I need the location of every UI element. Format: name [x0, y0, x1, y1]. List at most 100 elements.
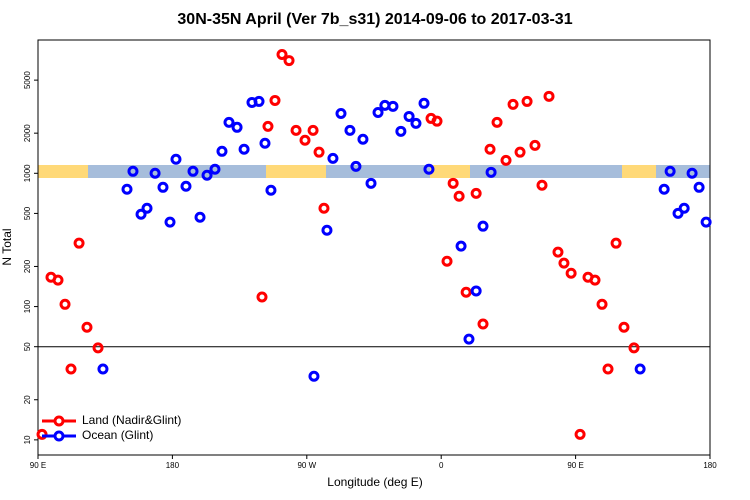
point: [477, 220, 489, 232]
land-strip: [266, 165, 326, 178]
x-axis-label: Longitude (deg E): [327, 475, 422, 489]
point: [470, 187, 482, 199]
point: [470, 285, 482, 297]
y-tick-label: 1000: [23, 164, 32, 182]
point: [447, 177, 459, 189]
point: [686, 167, 698, 179]
point: [552, 246, 564, 258]
point: [463, 333, 475, 345]
point: [313, 146, 325, 158]
land-strip: [622, 165, 656, 178]
y-axis-label: N Total: [0, 228, 14, 265]
y-tick-label: 5000: [23, 71, 32, 89]
point: [265, 184, 277, 196]
point: [453, 190, 465, 202]
point: [149, 167, 161, 179]
land-strip: [38, 165, 88, 178]
point: [558, 257, 570, 269]
point: [65, 363, 77, 375]
x-tick-label: 0: [439, 461, 444, 470]
point: [318, 202, 330, 214]
ocean-strip: [88, 165, 266, 178]
point: [253, 95, 265, 107]
point: [164, 216, 176, 228]
point: [410, 117, 422, 129]
ocean-strip: [326, 165, 430, 178]
ocean-strip: [470, 165, 622, 178]
point: [672, 207, 684, 219]
legend-label: Land (Nadir&Glint): [82, 413, 181, 427]
point: [423, 163, 435, 175]
point: [387, 100, 399, 112]
point: [269, 94, 281, 106]
x-tick-label: 90 E: [567, 461, 583, 470]
point: [180, 180, 192, 192]
point: [589, 274, 601, 286]
y-tick-label: 50: [23, 342, 32, 351]
legend-marker: [53, 430, 65, 442]
point: [335, 107, 347, 119]
y-tick-label: 200: [23, 259, 32, 273]
legend: Land (Nadir&Glint)Ocean (Glint): [42, 413, 181, 442]
y-tick-label: 500: [23, 206, 32, 220]
point: [485, 166, 497, 178]
y-tick-label: 10: [23, 435, 32, 444]
point: [209, 163, 221, 175]
point: [372, 106, 384, 118]
point: [514, 146, 526, 158]
point: [73, 237, 85, 249]
point: [350, 160, 362, 172]
point: [365, 177, 377, 189]
point: [521, 95, 533, 107]
point: [441, 255, 453, 267]
point: [658, 183, 670, 195]
x-tick-label: 180: [703, 461, 717, 470]
point: [700, 216, 712, 228]
point: [536, 179, 548, 191]
point: [418, 97, 430, 109]
point: [507, 98, 519, 110]
point: [216, 145, 228, 157]
point: [59, 298, 71, 310]
point: [344, 124, 356, 136]
x-tick-label: 90 W: [297, 461, 316, 470]
point: [596, 298, 608, 310]
point: [52, 274, 64, 286]
point: [97, 363, 109, 375]
point: [602, 363, 614, 375]
point: [290, 124, 302, 136]
point: [307, 124, 319, 136]
point: [157, 181, 169, 193]
point: [201, 169, 213, 181]
point: [121, 183, 133, 195]
point: [543, 90, 555, 102]
point: [81, 321, 93, 333]
point: [634, 363, 646, 375]
point: [618, 321, 630, 333]
point: [259, 137, 271, 149]
point: [92, 342, 104, 354]
y-tick-label: 2000: [23, 124, 32, 142]
point: [565, 267, 577, 279]
ocean-strip: [656, 165, 710, 178]
point: [403, 110, 415, 122]
point: [256, 291, 268, 303]
land-strip: [430, 165, 470, 178]
point: [574, 428, 586, 440]
point: [135, 208, 147, 220]
y-tick-label: 100: [23, 299, 32, 313]
point: [357, 133, 369, 145]
point: [678, 202, 690, 214]
point: [395, 125, 407, 137]
point: [36, 428, 48, 440]
point: [455, 240, 467, 252]
point: [460, 286, 472, 298]
point: [262, 120, 274, 132]
point: [299, 134, 311, 146]
point: [127, 165, 139, 177]
point: [308, 370, 320, 382]
point: [238, 143, 250, 155]
plot-frame: [37, 39, 711, 456]
point: [327, 152, 339, 164]
